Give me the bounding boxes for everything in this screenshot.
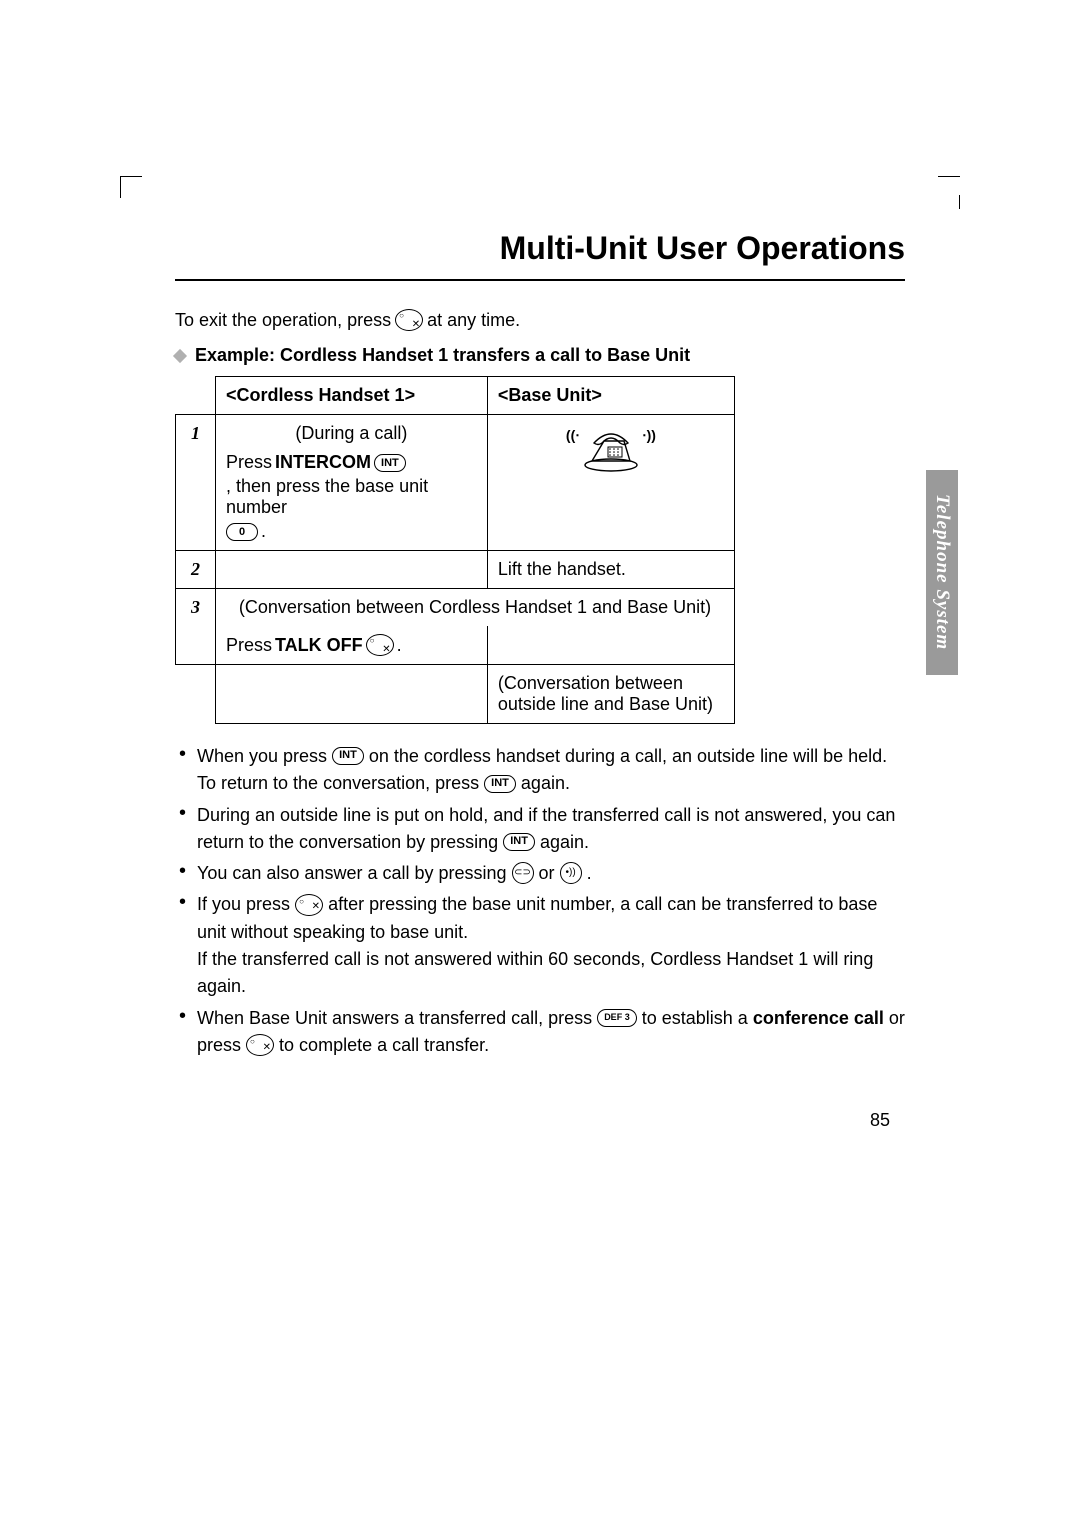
- page-number: 85: [870, 1110, 890, 1131]
- note5-b: to establish a: [642, 1008, 748, 1028]
- note3-a: You can also answer a call by pressing: [197, 863, 507, 883]
- exit-suffix: at any time.: [427, 310, 520, 331]
- list-item: When Base Unit answers a transferred cal…: [175, 1004, 905, 1059]
- step-number-1: 1: [176, 415, 216, 551]
- note1-a: When you press: [197, 746, 327, 766]
- table-row: 1 (During a call) Press INTERCOM INT , t…: [176, 415, 735, 551]
- note2-b: again.: [540, 832, 589, 852]
- step-number-2: 2: [176, 551, 216, 589]
- step1-press: Press: [226, 452, 272, 473]
- step1-handset-cell: (During a call) Press INTERCOM INT , the…: [216, 415, 488, 551]
- talk-off-icon: [246, 1034, 274, 1056]
- step3-base-cell: [487, 626, 734, 665]
- step3-press: Press: [226, 635, 272, 656]
- note4-a: If you press: [197, 895, 290, 915]
- list-item: During an outside line is put on hold, a…: [175, 801, 905, 856]
- step-number-3: 3: [176, 589, 216, 665]
- page-title: Multi-Unit User Operations: [175, 230, 905, 267]
- step1-base-cell: ((⋅ ⋅)): [487, 415, 734, 551]
- note5-a: When Base Unit answers a transferred cal…: [197, 1008, 592, 1028]
- col-header-handset: <Cordless Handset 1>: [216, 377, 488, 415]
- step3-period: .: [397, 635, 402, 656]
- talk-off-icon: [366, 634, 394, 656]
- note5-bold: conference call: [753, 1008, 884, 1028]
- list-item: When you press INT on the cordless hands…: [175, 742, 905, 797]
- table-row: 2 Lift the handset.: [176, 551, 735, 589]
- zero-button-icon: 0: [226, 523, 258, 541]
- sound-button-icon: •)): [560, 862, 582, 884]
- col-header-base: <Base Unit>: [487, 377, 734, 415]
- blank-corner: [176, 377, 216, 415]
- note4-c: If the transferred call is not answered …: [197, 949, 873, 996]
- example-label: Example: Cordless Handset 1 transfers a …: [195, 345, 690, 366]
- ringing-phone-icon: ((⋅ ⋅)): [566, 423, 656, 473]
- int-button-icon: INT: [332, 747, 364, 765]
- step1-intercom: INTERCOM: [275, 452, 371, 473]
- step1-period: .: [261, 521, 266, 542]
- crop-mark-tl: [120, 176, 142, 198]
- int-button-icon: INT: [503, 833, 535, 851]
- diamond-icon: [173, 348, 187, 362]
- blank-cell: [176, 665, 216, 724]
- exit-prefix: To exit the operation, press: [175, 310, 391, 331]
- talk-off-icon: [295, 894, 323, 916]
- step3-instruction: Press TALK OFF .: [226, 634, 477, 656]
- list-item: If you press after pressing the base uni…: [175, 890, 905, 999]
- crop-mark-tr-h: [938, 176, 960, 178]
- table-row: 3 (Conversation between Cordless Handset…: [176, 589, 735, 627]
- table-row: (Conversation between outside line and B…: [176, 665, 735, 724]
- example-heading: Example: Cordless Handset 1 transfers a …: [175, 345, 905, 366]
- transfer-steps-table: <Cordless Handset 1> <Base Unit> 1 (Duri…: [175, 376, 735, 724]
- step3-talkoff: TALK OFF: [275, 635, 363, 656]
- list-item: You can also answer a call by pressing ⊂…: [175, 859, 905, 886]
- step2-base-cell: Lift the handset.: [487, 551, 734, 589]
- note3-b: or: [539, 863, 555, 883]
- step3-handset-cell: Press TALK OFF .: [216, 626, 488, 665]
- final-handset-cell: [216, 665, 488, 724]
- speaker-button-icon: ⊂⊃: [512, 862, 534, 884]
- page-content: Multi-Unit User Operations To exit the o…: [175, 230, 905, 1062]
- step1-instruction: Press INTERCOM INT , then press the base…: [226, 452, 477, 542]
- section-tab: Telephone System: [926, 470, 958, 675]
- int-button-icon: INT: [374, 454, 406, 472]
- crop-mark-tr-v: [958, 195, 960, 209]
- conversation-note-1: (Conversation between Cordless Handset 1…: [216, 589, 735, 627]
- conversation-note-2: (Conversation between outside line and B…: [487, 665, 734, 724]
- title-underline: [175, 279, 905, 281]
- int-button-icon: INT: [484, 775, 516, 793]
- step1-during-call: (During a call): [226, 423, 477, 444]
- sound-wave-left: ((⋅: [566, 427, 580, 444]
- note3-c: .: [587, 863, 592, 883]
- sound-wave-right: ⋅)): [642, 427, 656, 444]
- note1-c: again.: [521, 774, 570, 794]
- def3-button-icon: DEF 3: [597, 1009, 637, 1027]
- table-header-row: <Cordless Handset 1> <Base Unit>: [176, 377, 735, 415]
- note5-d: to complete a call transfer.: [279, 1035, 489, 1055]
- exit-instruction: To exit the operation, press at any time…: [175, 309, 905, 331]
- table-row: Press TALK OFF .: [176, 626, 735, 665]
- talk-off-icon: [395, 309, 423, 331]
- notes-list: When you press INT on the cordless hands…: [175, 742, 905, 1058]
- step1-then: , then press the base unit number: [226, 476, 477, 518]
- step2-handset-cell: [216, 551, 488, 589]
